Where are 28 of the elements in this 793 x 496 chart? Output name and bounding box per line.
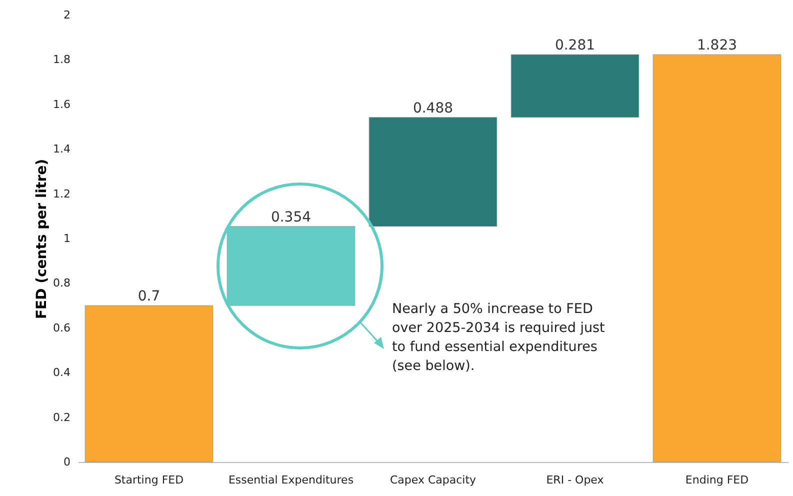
y-tick-label: 0.6 [53,321,70,334]
data-label: 0.7 [138,288,160,305]
y-tick-label: 2 [64,8,70,22]
bar [226,226,356,306]
y-tick-label: 1.6 [53,98,70,111]
x-tick-label: Capex Capacity [390,474,477,486]
y-tick-label: 0 [64,456,70,468]
bar [84,305,214,462]
bar [510,54,640,118]
data-label: 1.823 [696,38,738,54]
y-tick-label: 1.4 [53,142,70,156]
y-tick-label: 0.8 [53,276,70,290]
y-tick-label: 1.8 [53,53,70,66]
x-tick-label: Ending FED [685,474,749,486]
data-label: 0.281 [554,38,596,54]
annotation: Nearly a 50% increase to FED over 2025-2034 is required just to fund essential expenditures (see below). [392,300,606,376]
y-tick-label: 1 [64,232,70,245]
y-tick-label: 0.2 [53,410,70,424]
x-tick-label: Starting FED [114,474,184,486]
data-label: 0.354 [270,209,312,226]
x-tick-label: Essential Expenditures [228,474,354,486]
data-label: 0.488 [412,100,454,116]
y-axis-title: FED (cents per litre) [34,158,50,320]
x-tick-label: ERI - Opex [546,474,604,486]
bar [368,117,498,227]
y-tick-label: 0.4 [53,366,70,380]
bar [652,54,782,462]
y-tick-label: 1.2 [53,187,70,200]
